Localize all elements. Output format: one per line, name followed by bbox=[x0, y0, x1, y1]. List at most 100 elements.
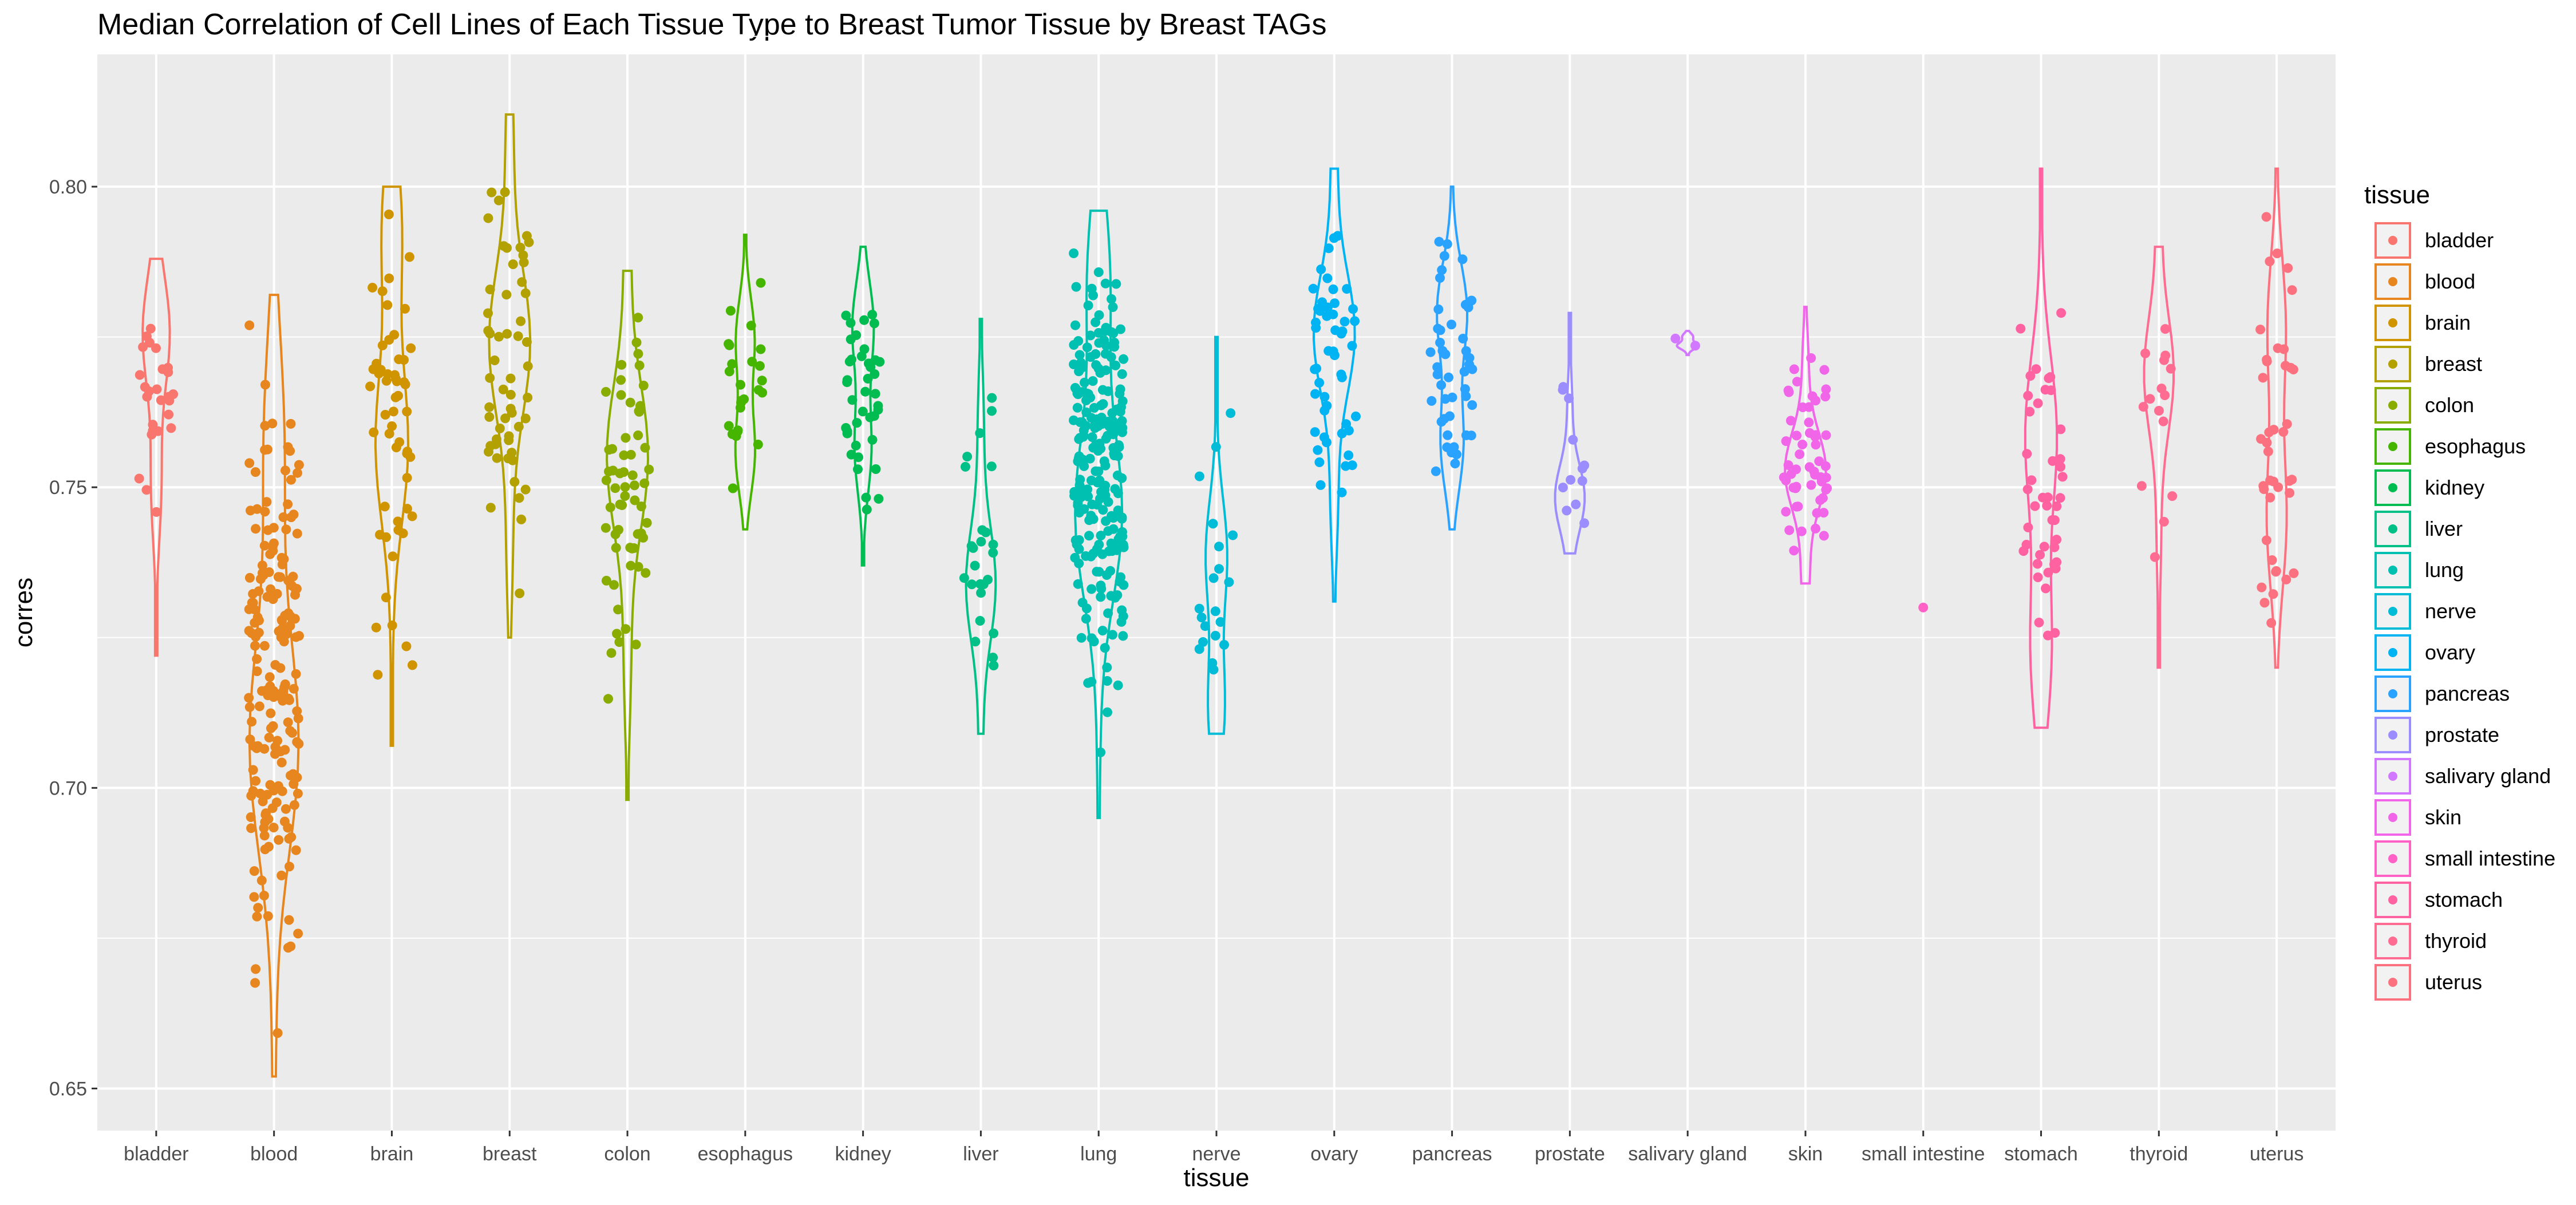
legend-key-ovary bbox=[2374, 634, 2411, 671]
point-kidney bbox=[869, 318, 879, 329]
point-lung bbox=[1103, 526, 1113, 536]
point-colon bbox=[615, 468, 625, 479]
point-brain bbox=[382, 300, 393, 310]
point-lung bbox=[1097, 626, 1108, 636]
point-liver bbox=[983, 575, 993, 585]
point-stomach bbox=[2048, 456, 2058, 466]
point-blood bbox=[244, 320, 255, 330]
point-colon bbox=[627, 470, 638, 480]
point-kidney bbox=[865, 412, 875, 422]
point-blood bbox=[258, 568, 268, 579]
point-lung bbox=[1099, 456, 1109, 467]
point-bladder bbox=[138, 342, 148, 352]
point-ovary bbox=[1322, 437, 1332, 448]
point-bladder bbox=[141, 485, 152, 495]
point-kidney bbox=[874, 493, 884, 504]
point-colon bbox=[621, 624, 631, 634]
point-thyroid bbox=[2166, 364, 2176, 374]
point-pancreas bbox=[1431, 466, 1441, 476]
point-pancreas bbox=[1440, 394, 1451, 404]
point-blood bbox=[280, 679, 290, 689]
point-blood bbox=[259, 831, 270, 841]
point-uterus bbox=[2265, 492, 2275, 503]
point-ovary bbox=[1322, 273, 1333, 283]
point-breast bbox=[507, 408, 517, 418]
point-blood bbox=[249, 892, 259, 902]
point-breast bbox=[498, 384, 508, 394]
point-blood bbox=[267, 803, 278, 813]
point-lung bbox=[1111, 279, 1121, 289]
point-blood bbox=[285, 862, 294, 872]
point-lung bbox=[1073, 336, 1084, 346]
legend-label-small-intestine: small intestine bbox=[2425, 847, 2555, 870]
x-tick-label: colon bbox=[604, 1143, 650, 1165]
point-lung bbox=[1117, 531, 1128, 542]
point-lung bbox=[1112, 471, 1123, 480]
point-ovary bbox=[1328, 284, 1338, 294]
point-lung bbox=[1107, 416, 1117, 426]
point-lung bbox=[1087, 499, 1097, 509]
point-liver bbox=[986, 461, 997, 472]
legend-label-brain: brain bbox=[2425, 311, 2471, 334]
point-ovary bbox=[1315, 306, 1325, 316]
point-lung bbox=[1073, 579, 1083, 589]
point-pancreas bbox=[1425, 347, 1436, 357]
point-lung bbox=[1093, 446, 1103, 456]
point-lung bbox=[1069, 487, 1080, 497]
point-lung bbox=[1108, 443, 1119, 453]
point-lung bbox=[1091, 317, 1101, 327]
point-lung bbox=[1098, 417, 1108, 428]
legend-key-pancreas bbox=[2374, 675, 2411, 712]
point-pancreas bbox=[1461, 391, 1471, 401]
point-pancreas bbox=[1435, 325, 1445, 335]
legend-label-stomach: stomach bbox=[2425, 888, 2503, 911]
point-lung bbox=[1117, 369, 1127, 379]
point-nerve bbox=[1211, 442, 1221, 452]
point-blood bbox=[286, 941, 296, 951]
point-blood bbox=[283, 717, 293, 728]
point-liver bbox=[975, 616, 985, 626]
point-thyroid bbox=[2138, 402, 2148, 412]
point-lung bbox=[1083, 678, 1093, 688]
point-blood bbox=[283, 499, 293, 509]
point-breast bbox=[502, 329, 512, 339]
point-lung bbox=[1111, 360, 1121, 370]
point-blood bbox=[274, 626, 284, 637]
point-kidney bbox=[846, 318, 856, 328]
point-nerve bbox=[1224, 577, 1234, 587]
point-lung bbox=[1095, 368, 1105, 378]
point-uterus bbox=[2261, 535, 2271, 546]
point-blood bbox=[283, 608, 294, 618]
point-colon bbox=[626, 560, 636, 571]
point-ovary bbox=[1314, 378, 1325, 388]
point-nerve bbox=[1226, 408, 1236, 418]
point-kidney bbox=[841, 310, 851, 321]
point-blood bbox=[252, 666, 262, 677]
point-ovary bbox=[1317, 297, 1327, 307]
point-uterus bbox=[2255, 325, 2266, 335]
point-small-intestine bbox=[1918, 602, 1929, 613]
point-blood bbox=[244, 702, 255, 712]
point-pancreas bbox=[1461, 430, 1471, 440]
point-kidney bbox=[871, 464, 881, 474]
point-brain bbox=[387, 621, 397, 630]
point-liver bbox=[976, 588, 986, 598]
point-brain bbox=[399, 355, 409, 365]
point-blood bbox=[286, 418, 296, 429]
x-tick-label: skin bbox=[1788, 1143, 1823, 1165]
point-breast bbox=[508, 259, 518, 270]
point-ovary bbox=[1330, 298, 1340, 309]
point-kidney bbox=[851, 440, 861, 451]
point-colon bbox=[605, 502, 615, 512]
point-stomach bbox=[2035, 550, 2045, 560]
legend-label-ovary: ovary bbox=[2425, 641, 2475, 664]
point-blood bbox=[253, 741, 263, 751]
point-brain bbox=[380, 501, 390, 512]
point-blood bbox=[256, 875, 267, 886]
point-prostate bbox=[1571, 499, 1581, 509]
point-liver bbox=[987, 393, 997, 403]
point-pancreas bbox=[1457, 254, 1468, 264]
point-lung bbox=[1070, 535, 1081, 546]
point-blood bbox=[249, 605, 259, 614]
point-blood bbox=[257, 560, 267, 571]
